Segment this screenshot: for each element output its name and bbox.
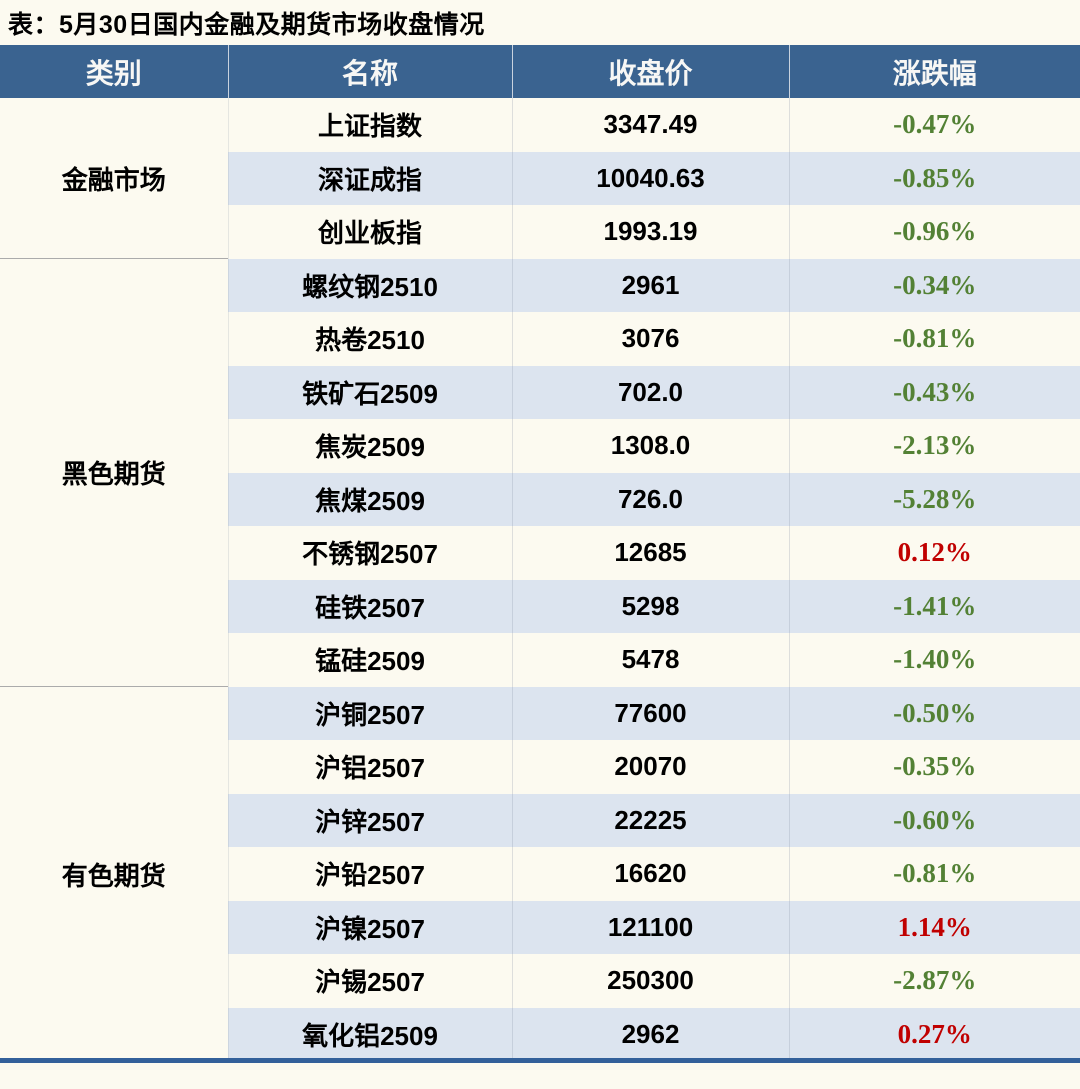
- close-price-cell: 5298: [511, 579, 789, 633]
- close-price-cell: 5478: [511, 633, 789, 687]
- table-bottom-border: [0, 1058, 1080, 1063]
- change-percent-cell: -0.35%: [788, 740, 1080, 794]
- name-cell: 沪铅2507: [227, 847, 512, 901]
- name-cell: 铁矿石2509: [227, 365, 512, 419]
- change-percent-cell: 0.27%: [788, 1007, 1080, 1061]
- table-row: 锰硅2509 5478 -1.40%: [0, 633, 1080, 687]
- close-price-cell: 2962: [511, 1007, 789, 1061]
- table-row: 黑色期货 螺纹钢2510 2961 -0.34%: [0, 258, 1080, 687]
- name-cell: 热卷2510: [227, 312, 512, 366]
- name-cell: 硅铁2507: [227, 579, 512, 633]
- close-price-cell: 3076: [511, 312, 789, 366]
- header-row: 类别 名称 收盘价 涨跌幅: [0, 45, 1080, 98]
- change-percent-cell: -1.41%: [788, 579, 1080, 633]
- change-percent-cell: 0.12%: [788, 526, 1080, 580]
- close-price-cell: 3347.49: [511, 98, 789, 152]
- name-cell: 焦煤2509: [227, 472, 512, 526]
- close-price-cell: 121100: [511, 900, 789, 954]
- table-row: 沪锡2507 250300 -2.87%: [0, 954, 1080, 1008]
- close-price-cell: 12685: [511, 526, 789, 580]
- change-percent-cell: -1.40%: [788, 633, 1080, 687]
- name-cell: 沪铜2507: [227, 686, 512, 740]
- name-cell: 氧化铝2509: [227, 1007, 512, 1061]
- name-cell: 沪锌2507: [227, 793, 512, 847]
- table-row: 金融市场 上证指数 3347.49 -0.47%: [0, 98, 1080, 195]
- table-header: 类别 名称 收盘价 涨跌幅: [0, 45, 1080, 98]
- name-cell: 沪镍2507: [227, 900, 512, 954]
- change-percent-cell: -0.85%: [788, 151, 1080, 205]
- table-row: 不锈钢2507 12685 0.12%: [0, 526, 1080, 580]
- change-percent-cell: -5.28%: [788, 472, 1080, 526]
- table-row: 沪铝2507 20070 -0.35%: [0, 740, 1080, 794]
- name-cell: 创业板指: [227, 205, 512, 259]
- table-row: 沪锌2507 22225 -0.60%: [0, 793, 1080, 847]
- table-row: 氧化铝2509 2962 0.27%: [0, 1007, 1080, 1061]
- table-title: 表：5月30日国内金融及期货市场收盘情况: [8, 11, 485, 39]
- change-percent-cell: -0.47%: [788, 98, 1080, 152]
- close-price-cell: 20070: [511, 740, 789, 794]
- table-row: 焦煤2509 726.0 -5.28%: [0, 472, 1080, 526]
- change-percent-cell: 1.14%: [788, 900, 1080, 954]
- close-price-cell: 16620: [511, 847, 789, 901]
- table-row: 硅铁2507 5298 -1.41%: [0, 579, 1080, 633]
- close-price-cell: 1308.0: [511, 419, 789, 473]
- table-row: 创业板指 1993.19 -0.96%: [0, 205, 1080, 259]
- category-cell: 有色期货: [0, 686, 228, 1061]
- close-price-cell: 250300: [511, 954, 789, 1008]
- change-percent-cell: -0.96%: [788, 205, 1080, 259]
- header-close-price: 收盘价: [511, 45, 789, 98]
- header-category: 类别: [0, 45, 228, 98]
- change-percent-cell: -0.60%: [788, 793, 1080, 847]
- close-price-cell: 1993.19: [511, 205, 789, 259]
- change-percent-cell: -0.43%: [788, 365, 1080, 419]
- change-percent-cell: -0.81%: [788, 847, 1080, 901]
- name-cell: 沪锡2507: [227, 954, 512, 1008]
- category-cell: 金融市场: [61, 164, 166, 195]
- change-percent-cell: -0.34%: [788, 258, 1080, 312]
- table-row: 沪镍2507 121100 1.14%: [0, 900, 1080, 954]
- table-row: 热卷2510 3076 -0.81%: [0, 312, 1080, 366]
- close-price-cell: 77600: [511, 686, 789, 740]
- close-price-cell: 2961: [511, 258, 789, 312]
- close-price-cell: 726.0: [511, 472, 789, 526]
- name-cell: 不锈钢2507: [227, 526, 512, 580]
- change-percent-cell: -0.50%: [788, 686, 1080, 740]
- change-percent-cell: -2.13%: [788, 419, 1080, 473]
- change-percent-cell: -2.87%: [788, 954, 1080, 1008]
- name-cell: 锰硅2509: [227, 633, 512, 687]
- header-name: 名称: [227, 45, 512, 98]
- table-row: 深证成指 10040.63 -0.85%: [0, 151, 1080, 205]
- table-row: 焦炭2509 1308.0 -2.13%: [0, 419, 1080, 473]
- name-cell: 深证成指: [227, 151, 512, 205]
- table-body: 金融市场 上证指数 3347.49 -0.47% 深证成指 10040.63 -0.85% 创…: [0, 98, 1080, 1061]
- name-cell: 螺纹钢2510: [227, 258, 512, 312]
- table-row: 沪铅2507 16620 -0.81%: [0, 847, 1080, 901]
- table-row: 有色期货 沪铜2507 77600 -0.50%: [0, 686, 1080, 1061]
- table-row: 铁矿石2509 702.0 -0.43%: [0, 365, 1080, 419]
- name-cell: 上证指数: [227, 98, 512, 152]
- close-price-cell: 702.0: [511, 365, 789, 419]
- close-price-cell: 10040.63: [511, 151, 789, 205]
- market-close-table: 类别 名称 收盘价 涨跌幅 金融市场 上证指数 3347.49 -0.47% 深证成指 1…: [0, 45, 1080, 1061]
- change-percent-cell: -0.81%: [788, 312, 1080, 366]
- name-cell: 沪铝2507: [227, 740, 512, 794]
- header-change-percent: 涨跌幅: [788, 45, 1080, 98]
- category-cell: 黑色期货: [0, 258, 228, 687]
- name-cell: 焦炭2509: [227, 419, 512, 473]
- close-price-cell: 22225: [511, 793, 789, 847]
